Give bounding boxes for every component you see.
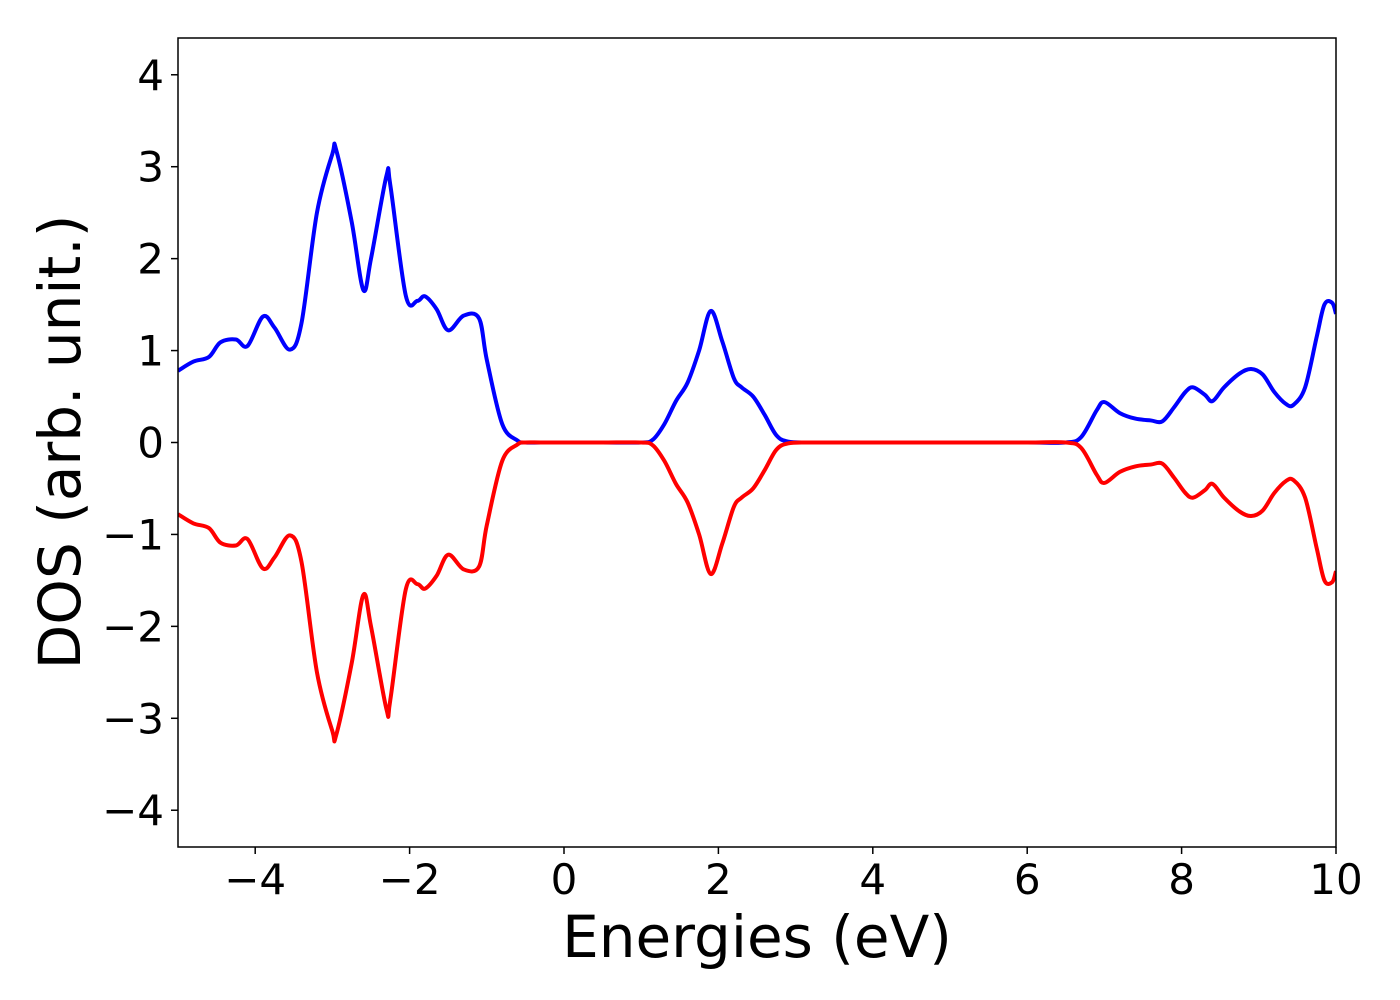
x-tick-label: 10 <box>1309 855 1362 904</box>
y-tick-label: −4 <box>102 786 164 835</box>
y-axis-label: DOS (arb. unit.) <box>26 215 94 670</box>
series-line-1 <box>178 141 1336 445</box>
y-tick-label: 4 <box>137 51 164 100</box>
y-tick-label: −1 <box>102 510 164 559</box>
x-axis-label: Energies (eV) <box>562 903 952 971</box>
y-tick-label: 0 <box>137 419 164 468</box>
x-tick-label: −2 <box>379 855 441 904</box>
y-tick-label: −2 <box>102 602 164 651</box>
series-line-2 <box>178 440 1336 744</box>
y-axis-ticks: 4 3 2 1 0 −1 −2 −3 −4 <box>102 51 178 835</box>
x-axis-ticks: −4 −2 0 2 4 6 8 10 <box>224 847 1363 904</box>
plot-frame <box>177 37 1337 848</box>
x-tick-label: −4 <box>224 855 286 904</box>
x-tick-label: 4 <box>859 855 886 904</box>
x-tick-label: 8 <box>1168 855 1195 904</box>
y-tick-label: 3 <box>137 143 164 192</box>
y-tick-label: 1 <box>137 327 164 376</box>
x-tick-label: 0 <box>551 855 578 904</box>
y-tick-label: 2 <box>137 235 164 284</box>
x-tick-label: 6 <box>1014 855 1041 904</box>
y-tick-label: −3 <box>102 694 164 743</box>
series-layer <box>178 141 1336 744</box>
x-tick-label: 2 <box>705 855 732 904</box>
